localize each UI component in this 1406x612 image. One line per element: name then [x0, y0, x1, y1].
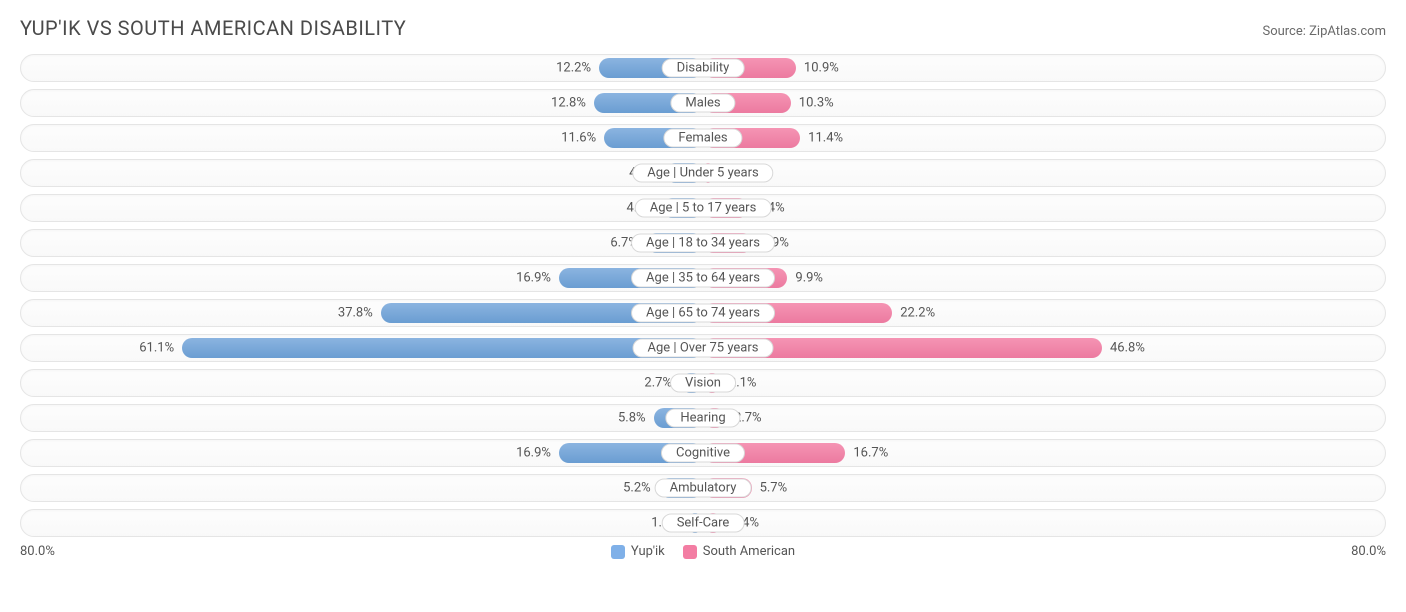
- legend-label-right: South American: [703, 544, 795, 559]
- value-label-left: 61.1%: [139, 341, 174, 356]
- bar-half-right: 10.3%: [703, 92, 1385, 114]
- bar-half-right: 2.1%: [703, 372, 1385, 394]
- chart-row: 2.7% 2.1%Vision: [20, 369, 1386, 397]
- bar-half-right: 2.4%: [703, 512, 1385, 534]
- source-prefix: Source:: [1262, 24, 1309, 39]
- category-label: Females: [663, 129, 742, 148]
- chart-row: 37.8% 22.2% Age | 65 to 74 years: [20, 299, 1386, 327]
- category-label: Males: [670, 94, 735, 113]
- bar-half-right: 10.9%: [703, 57, 1385, 79]
- bar-half-right: 5.9%: [703, 232, 1385, 254]
- value-label-left: 12.8%: [551, 96, 586, 111]
- chart-row: 61.1% 46.8% Age | Over 75 years: [20, 334, 1386, 362]
- value-label-right: 10.9%: [804, 61, 839, 76]
- value-label-right: 9.9%: [795, 271, 823, 286]
- value-label-right: 22.2%: [900, 306, 935, 321]
- value-label-right: 11.4%: [808, 131, 843, 146]
- value-label-right: 46.8%: [1110, 341, 1145, 356]
- bar-half-left: 1.9%: [21, 512, 703, 534]
- legend-item-left: Yup'ik: [611, 544, 665, 559]
- chart-row: 4.5%1.2%Age | Under 5 years: [20, 159, 1386, 187]
- value-label-left: 12.2%: [556, 61, 591, 76]
- bar-half-left: 4.8%: [21, 197, 703, 219]
- chart-footer: 80.0% Yup'ik South American 80.0%: [20, 544, 1386, 559]
- axis-max-right: 80.0%: [1351, 544, 1386, 559]
- bar-half-right: 22.2%: [703, 302, 1385, 324]
- bar-half-left: 5.8%: [21, 407, 703, 429]
- category-label: Vision: [670, 374, 736, 393]
- category-label: Age | 65 to 74 years: [631, 304, 775, 323]
- bar-half-right: 1.2%: [703, 162, 1385, 184]
- value-label-left: 5.8%: [618, 411, 646, 426]
- bar-half-right: 46.8%: [703, 337, 1385, 359]
- legend-swatch-left: [611, 545, 625, 559]
- value-label-left: 16.9%: [516, 271, 551, 286]
- legend-item-right: South American: [683, 544, 795, 559]
- chart-source: Source: ZipAtlas.com: [1262, 24, 1386, 39]
- chart-row: 12.2% 10.9% Disability: [20, 54, 1386, 82]
- bar-half-left: 61.1%: [21, 337, 703, 359]
- category-label: Age | 5 to 17 years: [635, 199, 772, 218]
- legend: Yup'ik South American: [611, 544, 795, 559]
- category-label: Disability: [662, 59, 745, 78]
- legend-swatch-right: [683, 545, 697, 559]
- category-label: Self-Care: [662, 514, 745, 533]
- category-label: Ambulatory: [655, 479, 752, 498]
- bar-half-left: 16.9%: [21, 442, 703, 464]
- category-label: Hearing: [665, 409, 740, 428]
- bar-half-right: 11.4%: [703, 127, 1385, 149]
- chart-row: 12.8% 10.3% Males: [20, 89, 1386, 117]
- bar-half-right: 2.7%: [703, 407, 1385, 429]
- bar-half-right: 5.7%: [703, 477, 1385, 499]
- bar-half-left: 6.7%: [21, 232, 703, 254]
- bar-left: [182, 338, 703, 358]
- value-label-left: 37.8%: [338, 306, 373, 321]
- bar-half-right: 5.4%: [703, 197, 1385, 219]
- chart-row: 5.8% 2.7%Hearing: [20, 404, 1386, 432]
- category-label: Age | 18 to 34 years: [631, 234, 775, 253]
- bar-half-right: 9.9%: [703, 267, 1385, 289]
- value-label-left: 2.7%: [644, 376, 672, 391]
- bar-half-left: 5.2%: [21, 477, 703, 499]
- chart-row: 11.6% 11.4% Females: [20, 124, 1386, 152]
- chart-title: YUP'IK VS SOUTH AMERICAN DISABILITY: [20, 16, 406, 40]
- category-label: Age | 35 to 64 years: [631, 269, 775, 288]
- value-label-left: 11.6%: [561, 131, 596, 146]
- chart-area: 12.2% 10.9% Disability 12.8% 10.3% Males 11.6%…: [20, 54, 1386, 537]
- bar-half-left: 2.7%: [21, 372, 703, 394]
- value-label-right: 16.7%: [853, 446, 888, 461]
- chart-row: 6.7%5.9%Age | 18 to 34 years: [20, 229, 1386, 257]
- chart-row: 16.9% 16.7% Cognitive: [20, 439, 1386, 467]
- chart-row: 4.8%5.4%Age | 5 to 17 years: [20, 194, 1386, 222]
- bar-half-left: 12.2%: [21, 57, 703, 79]
- category-label: Age | Under 5 years: [632, 164, 773, 183]
- bar-half-right: 16.7%: [703, 442, 1385, 464]
- axis-max-left: 80.0%: [20, 544, 55, 559]
- value-label-left: 16.9%: [516, 446, 551, 461]
- bar-half-left: 11.6%: [21, 127, 703, 149]
- value-label-right: 5.7%: [760, 481, 788, 496]
- category-label: Age | Over 75 years: [633, 339, 774, 358]
- bar-half-left: 37.8%: [21, 302, 703, 324]
- bar-half-left: 4.5%: [21, 162, 703, 184]
- chart-header: YUP'IK VS SOUTH AMERICAN DISABILITY Sour…: [20, 16, 1386, 40]
- chart-row: 16.9% 9.9% Age | 35 to 64 years: [20, 264, 1386, 292]
- value-label-left: 5.2%: [623, 481, 651, 496]
- category-label: Cognitive: [661, 444, 745, 463]
- chart-row: 5.2% 5.7% Ambulatory: [20, 474, 1386, 502]
- bar-half-left: 16.9%: [21, 267, 703, 289]
- chart-row: 1.9%2.4%Self-Care: [20, 509, 1386, 537]
- legend-label-left: Yup'ik: [631, 544, 665, 559]
- value-label-right: 10.3%: [799, 96, 834, 111]
- source-name: ZipAtlas.com: [1309, 24, 1386, 39]
- bar-half-left: 12.8%: [21, 92, 703, 114]
